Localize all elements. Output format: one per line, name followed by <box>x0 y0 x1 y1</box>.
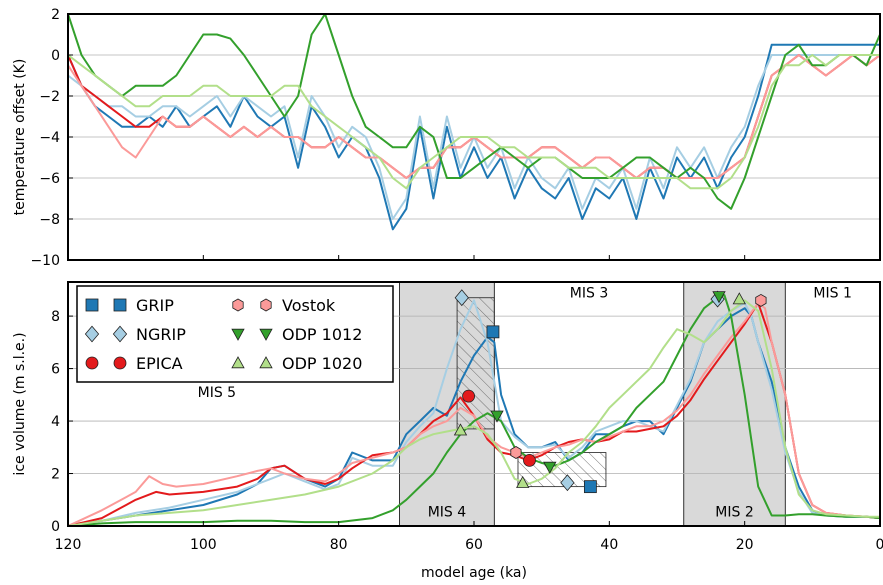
region-label-mis-5: MIS 5 <box>198 385 236 401</box>
legend-marker <box>113 356 127 370</box>
x-ticks: 120 100 80 60 40 20 0 <box>55 255 883 553</box>
x-tick-label: 120 <box>55 537 82 553</box>
marker-ngrip <box>454 289 469 307</box>
legend-label: EPICA <box>136 354 183 373</box>
mis-region-labels: MIS 5 MIS 3 MIS 1 MIS 4 MIS 2 <box>198 285 852 520</box>
legend-label: NGRIP <box>136 325 186 344</box>
ice-volume-y-tick-label: 6 <box>51 362 60 378</box>
temperature-y-tick-label: −4 <box>39 130 60 146</box>
x-tick-label: 40 <box>600 537 618 553</box>
marker-grip <box>583 480 597 494</box>
marker-ngrip <box>560 474 575 492</box>
legend-marker <box>259 356 273 369</box>
x-tick-label: 20 <box>736 537 754 553</box>
ice-volume-y-tick-label: 0 <box>51 519 60 535</box>
ice-volume-y-ticks: 0 2 4 6 8 <box>51 309 73 535</box>
legend-item-odp-1020: ODP 1020 <box>231 354 362 373</box>
legend-item-ngrip: NGRIP <box>84 325 186 344</box>
region-label-mis-2: MIS 2 <box>715 505 753 521</box>
temperature-y-tick-label: 0 <box>51 48 60 64</box>
ice-volume-line-odp-1020 <box>68 299 880 526</box>
legend-marker <box>259 328 273 341</box>
legend-marker <box>84 325 100 343</box>
ice-volume-markers <box>453 289 767 494</box>
legend-marker <box>232 298 244 312</box>
x-tick-label: 60 <box>465 537 483 553</box>
temperature-series <box>68 14 880 231</box>
legend-marker <box>260 298 272 312</box>
temperature-y-tick-label: −2 <box>39 89 60 105</box>
marker-odp-1012 <box>490 410 504 423</box>
marker-odp-1012 <box>712 291 726 304</box>
legend-label: GRIP <box>136 296 174 315</box>
temperature-y-tick-label: −8 <box>39 212 60 228</box>
marker-odp-1012 <box>543 461 557 474</box>
ice-volume-line-odp-1012 <box>68 294 880 526</box>
ice-volume-panel: MIS 5 MIS 3 MIS 1 MIS 4 MIS 2 0 2 4 6 8 120 100 80… <box>12 255 883 581</box>
marker-vostok <box>755 293 767 307</box>
region-label-mis-1: MIS 1 <box>813 285 851 301</box>
marker-odp-1020 <box>453 423 468 436</box>
marker-odp-1020 <box>516 475 530 488</box>
legend-item-vostok: Vostok <box>232 296 336 315</box>
x-tick-label: 100 <box>190 537 217 553</box>
ice-volume-line-ngrip <box>68 299 880 526</box>
legend-item-grip: GRIP <box>85 296 174 315</box>
legend-marker <box>85 356 99 370</box>
legend-label: ODP 1020 <box>282 354 362 373</box>
marker-grip <box>486 325 500 339</box>
temperature-y-tick-label: −6 <box>39 171 60 187</box>
legend-marker <box>85 298 99 312</box>
legend-marker <box>112 325 128 343</box>
region-label-mis-4: MIS 4 <box>428 505 467 521</box>
legend-item-odp-1012: ODP 1012 <box>231 325 362 344</box>
region-label-mis-3: MIS 3 <box>570 285 608 301</box>
legend-item-epica: EPICA <box>85 354 183 373</box>
legend-marker <box>231 356 245 369</box>
temperature-y-tick-label: 2 <box>51 7 60 23</box>
shaded-interval-mis-2 <box>683 282 786 526</box>
ice-volume-y-tick-label: 8 <box>51 309 60 325</box>
ice-volume-y-tick-label: 4 <box>51 414 60 430</box>
temperature-line-odp-1012 <box>68 14 880 210</box>
temperature-y-axis-label: temperature offset (K) <box>12 59 28 216</box>
hatched-box <box>456 297 495 430</box>
marker-epica <box>523 454 536 467</box>
temperature-line-odp-1020 <box>68 54 880 190</box>
legend-label: Vostok <box>282 296 336 315</box>
ice-volume-y-tick-label: 2 <box>51 467 60 483</box>
x-tick-label: 80 <box>330 537 348 553</box>
temperature-panel: 2 0 −2 −4 −6 −8 −10 temperature offset (K) <box>12 7 881 269</box>
marker-epica <box>462 389 475 403</box>
x-axis-label: model age (ka) <box>421 565 527 581</box>
marker-odp-1020 <box>732 292 746 305</box>
temperature-y-ticks: 2 0 −2 −4 −6 −8 −10 <box>30 7 73 269</box>
x-tick-label: 0 <box>876 537 883 553</box>
legend-label: ODP 1012 <box>282 325 362 344</box>
legend: GRIP NGRIP EPICA Vostok ODP 1012 ODP 1020 <box>76 285 394 383</box>
legend-marker <box>231 328 245 341</box>
ice-volume-y-axis-label: ice volume (m s.l.e.) <box>12 332 28 475</box>
marker-vostok <box>510 446 522 459</box>
temperature-y-tick-label: −10 <box>30 253 60 269</box>
legend-marker <box>113 298 127 312</box>
